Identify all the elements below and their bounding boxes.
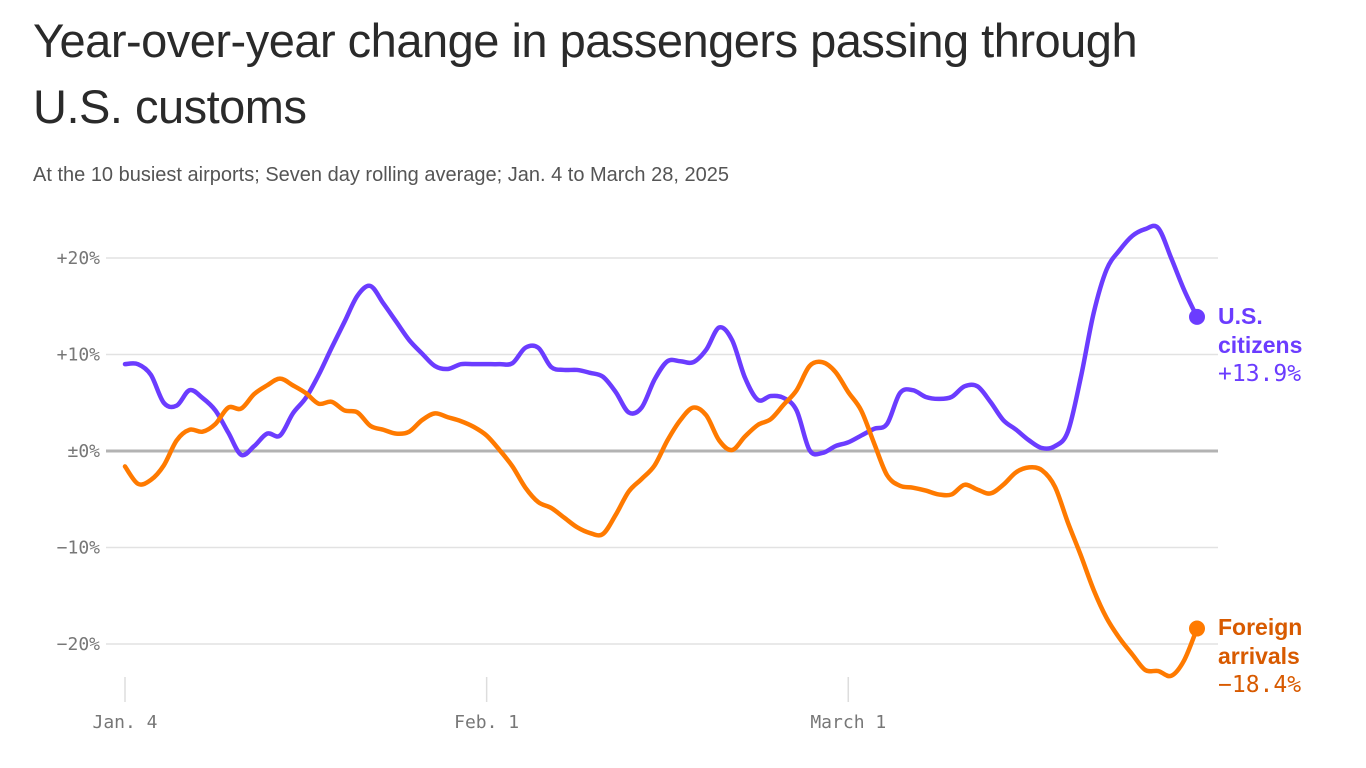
series-name-line: U.S. [1218,303,1263,329]
y-tick-label: +10% [57,345,101,366]
chart-title: Year-over-year change in passengers pass… [33,14,1138,133]
series-label-foreign-arrivals: Foreign arrivals −18.4% [1218,613,1302,700]
y-tick-label: −10% [57,538,101,559]
series-end-dot-u-s-citizens [1189,308,1205,325]
series-line-foreign-arrivals [122,359,1200,679]
series-name-line: arrivals [1218,643,1300,669]
series-name-line: citizens [1218,332,1303,358]
x-tick-label: Jan. 4 [92,712,157,733]
series-end-dot-foreign-arrivals [1189,620,1205,637]
x-tick-label: Feb. 1 [454,712,519,733]
series-line-u-s-citizens [122,223,1200,458]
series-name-line: Foreign [1218,614,1303,640]
series-end-value: −18.4% [1218,672,1302,698]
series-label-us-citizens: U.S. citizens +13.9% [1218,302,1302,389]
y-tick-label: −20% [57,634,101,655]
x-tick-label: March 1 [810,712,886,733]
series-end-value: +13.9% [1218,361,1302,387]
y-tick-label: ±0% [67,441,100,462]
y-tick-label: +20% [57,248,101,269]
chart-subtitle: At the 10 busiest airports; Seven day ro… [33,164,729,186]
